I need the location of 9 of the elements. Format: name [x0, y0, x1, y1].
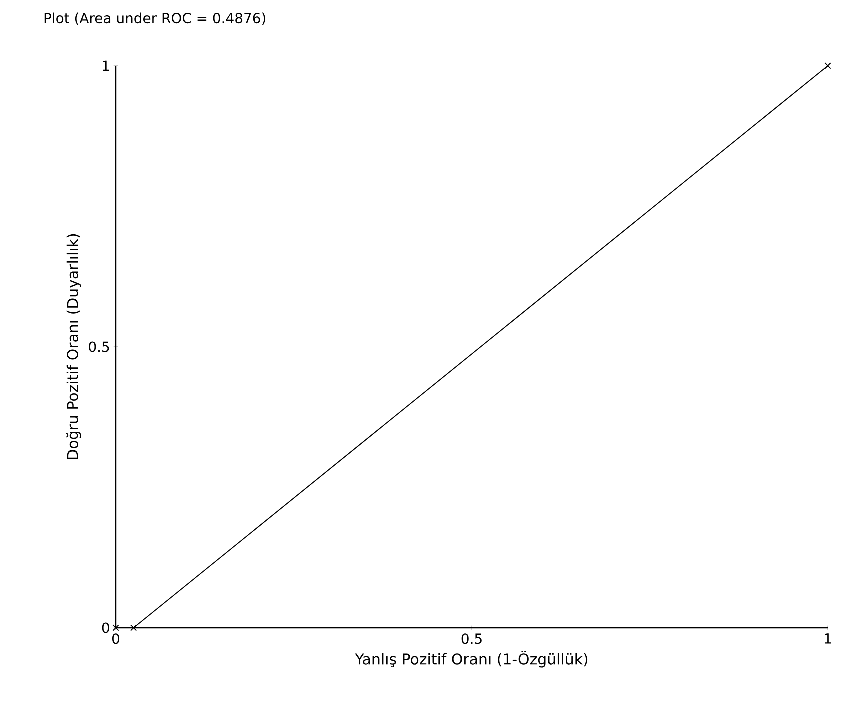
x-tick-label: 1: [825, 634, 832, 644]
x-tick-label: 0: [112, 634, 120, 644]
y-tick-label: 0: [102, 622, 110, 634]
y-tick-label: 1: [103, 60, 110, 72]
x-tick-label: 0.5: [462, 634, 482, 644]
x-axis-title: Yanlış Pozitif Oranı (1-Özgüllük): [355, 651, 588, 668]
chart-title: Plot (Area under ROC = 0.4876): [44, 12, 266, 26]
y-tick-label: 0.5: [89, 342, 110, 352]
y-axis-title: Doğru Pozitif Oranı (Duyarlılık): [66, 234, 82, 460]
